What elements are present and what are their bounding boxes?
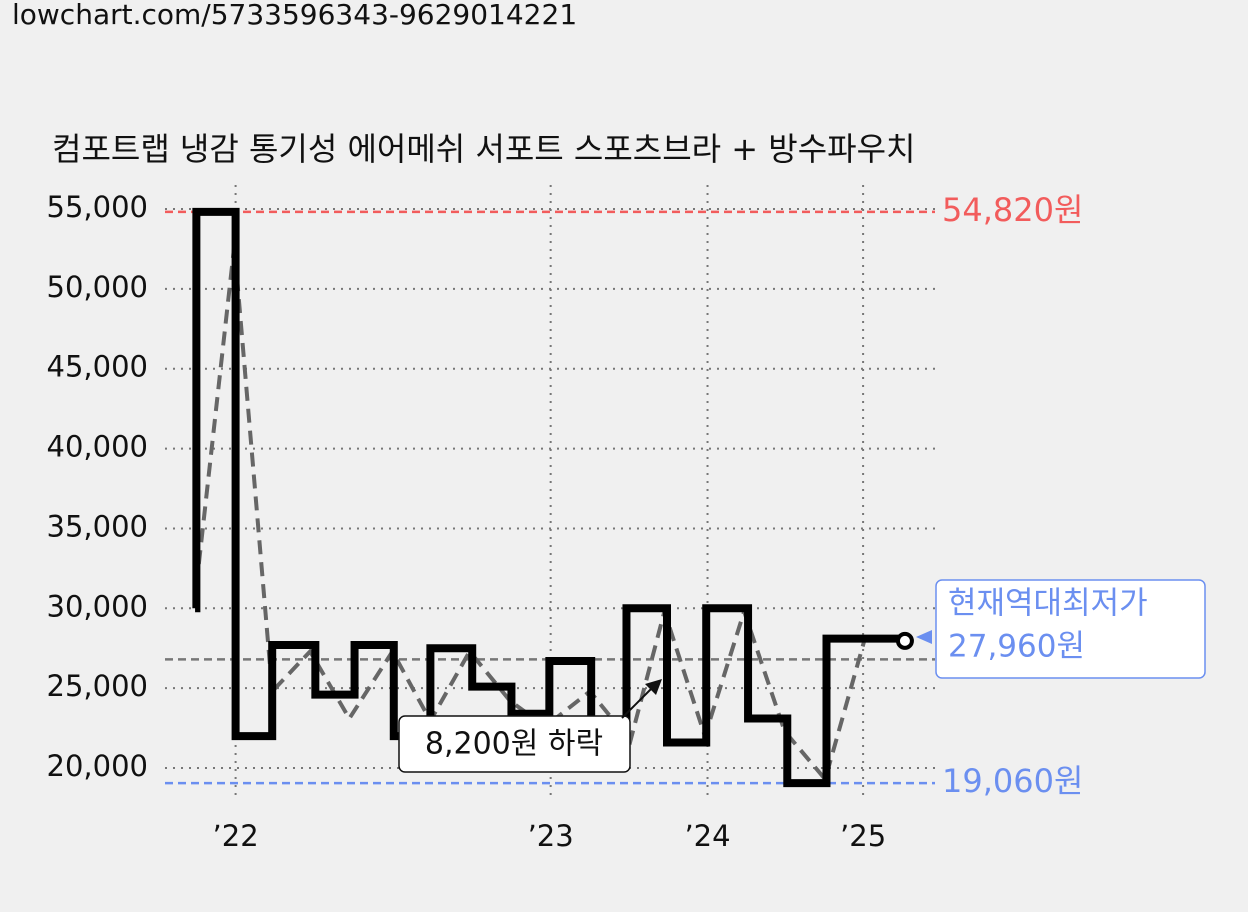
- y-tick-label: 20,000: [47, 749, 148, 783]
- y-tick-label: 55,000: [47, 190, 148, 224]
- drop-annotation: 8,200원 하락: [398, 679, 662, 773]
- chart-title: 컴포트랩 냉감 통기성 에어메쉬 서포트 스포츠브라 + 방수파우치: [52, 130, 915, 168]
- current-label: 27,960원: [948, 629, 1085, 665]
- min-line-label: 19,060원: [942, 762, 1083, 800]
- current-point: [895, 631, 914, 650]
- x-tick-label: ’24: [684, 819, 730, 853]
- annotation-text: 8,200원 하락: [425, 727, 603, 762]
- current-arrow: [916, 630, 932, 644]
- arrow-head: [645, 679, 662, 695]
- annotation-box: [398, 715, 631, 773]
- y-tick-label: 45,000: [47, 350, 148, 384]
- y-tick-label: 30,000: [47, 589, 148, 623]
- current-box: [935, 579, 1206, 679]
- url: lowchart.com/5733596343-9629014221: [12, 0, 577, 31]
- y-tick-label: 35,000: [47, 509, 148, 543]
- x-tick-label: ’22: [213, 819, 259, 853]
- x-tick-label: ’23: [528, 819, 574, 853]
- current-annotation: 현재역대최저가 27,960원: [916, 579, 1206, 679]
- max-line-label: 54,820원: [942, 191, 1083, 229]
- current-title: 현재역대최저가: [948, 586, 1148, 622]
- trend-line: [194, 245, 905, 784]
- x-tick-label: ’25: [840, 819, 886, 853]
- y-tick-label: 50,000: [47, 270, 148, 304]
- annotation-arrow: [621, 687, 653, 719]
- y-tick-label: 40,000: [47, 430, 148, 464]
- price-line: [192, 207, 909, 788]
- y-tick-label: 25,000: [47, 669, 148, 703]
